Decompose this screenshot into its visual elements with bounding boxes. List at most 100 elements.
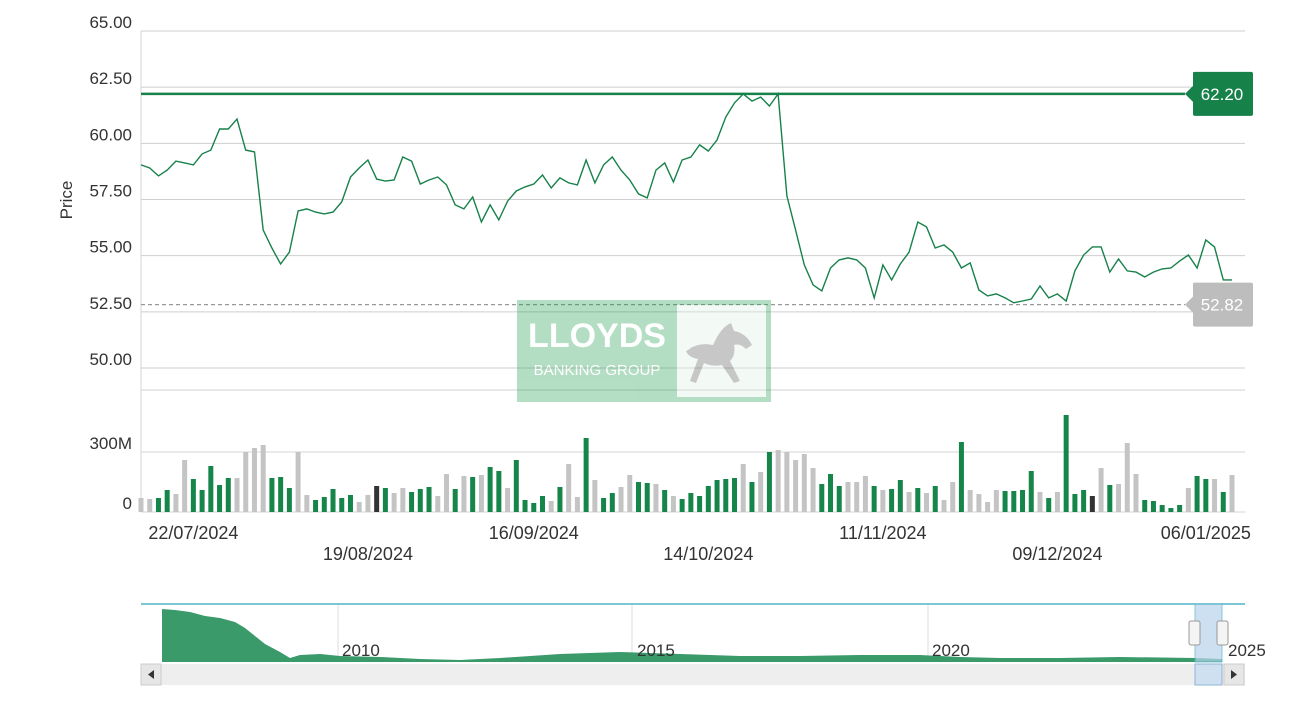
volume-bar — [1046, 498, 1052, 512]
volume-bar — [985, 502, 991, 512]
volume-bar — [339, 498, 345, 512]
navigator-label: 2010 — [342, 641, 380, 660]
volume-bar — [1020, 490, 1026, 512]
volume-bar — [1072, 494, 1078, 512]
volume-bar — [164, 490, 170, 512]
volume-bar — [539, 496, 545, 512]
volume-bar — [461, 476, 467, 512]
volume-bar — [714, 480, 720, 512]
x-tick-label: 09/12/2024 — [1012, 544, 1102, 564]
y-tick-label: 52.50 — [89, 294, 132, 313]
navigator-label: 2020 — [932, 641, 970, 660]
volume-bar — [304, 495, 310, 512]
volume-bar — [1142, 500, 1148, 512]
volume-bar — [740, 464, 746, 512]
volume-bar — [505, 488, 511, 512]
volume-bar — [147, 499, 153, 512]
volume-bar — [976, 494, 982, 512]
volume-bar — [871, 486, 877, 512]
volume-bar — [1133, 474, 1139, 512]
volume-bar — [566, 464, 572, 512]
volume-bar — [1011, 491, 1017, 512]
watermark-subtitle: BANKING GROUP — [534, 362, 661, 379]
y-tick-label: 65.00 — [89, 13, 132, 32]
volume-bar — [653, 484, 659, 512]
volume-bar — [260, 445, 266, 512]
volume-bar — [1177, 505, 1183, 512]
scrollbar-thumb[interactable] — [1194, 663, 1223, 686]
volume-bar — [1107, 485, 1113, 512]
volume-bar — [1168, 508, 1174, 512]
volume-bar — [574, 497, 580, 512]
volume-bar — [278, 477, 284, 512]
volume-bar — [618, 487, 624, 512]
volume-bar — [583, 438, 589, 512]
volume-bar — [199, 490, 205, 512]
volume-bar — [513, 460, 519, 512]
volume-bar — [705, 486, 711, 512]
navigator-area — [162, 609, 1222, 662]
volume-bar — [941, 500, 947, 512]
volume-bar — [1081, 490, 1087, 512]
reference-label: 52.82 — [1201, 296, 1244, 315]
volume-bar — [487, 467, 493, 512]
volume-bar — [1212, 479, 1218, 512]
volume-bar — [321, 497, 327, 512]
arrow-icon — [1231, 670, 1237, 679]
volume-bar — [1098, 468, 1104, 512]
volume-bar — [854, 482, 860, 512]
volume-bar — [915, 488, 921, 512]
volume-bar — [1124, 443, 1130, 512]
volume-bar — [801, 454, 807, 512]
volume-bar — [635, 482, 641, 512]
volume-bar — [819, 484, 825, 512]
volume-bar — [775, 450, 781, 512]
volume-bar — [967, 490, 973, 512]
navigator-handle[interactable] — [1216, 620, 1229, 646]
volume-bar — [766, 452, 772, 512]
arrow-icon — [148, 670, 154, 679]
volume-bar — [828, 474, 834, 512]
scrollbar-track[interactable] — [141, 664, 1245, 685]
x-tick-label: 16/09/2024 — [489, 523, 579, 543]
volume-bar — [993, 490, 999, 512]
volume-bar — [688, 493, 694, 512]
volume-bar — [548, 501, 554, 512]
y-tick-label: 57.50 — [89, 182, 132, 201]
volume-bar — [347, 495, 353, 512]
volume-bar — [601, 498, 607, 512]
x-tick-label: 14/10/2024 — [663, 544, 753, 564]
volume-bar — [924, 493, 930, 512]
volume-bar — [295, 452, 301, 512]
volume-bar — [182, 460, 188, 512]
volume-bar — [391, 493, 397, 512]
volume-bar — [732, 478, 738, 512]
volume-bar — [836, 486, 842, 512]
volume-bar — [784, 452, 790, 512]
volume-bar — [1229, 475, 1235, 512]
reference-label-box — [1185, 282, 1253, 327]
volume-bar — [1054, 492, 1060, 512]
volume-bar — [697, 496, 703, 512]
volume-bar — [1116, 484, 1122, 512]
y-axis-title: Price — [57, 181, 76, 220]
volume-bar — [1028, 471, 1034, 512]
volume-bar — [435, 496, 441, 512]
plot — [138, 30, 1245, 513]
volume-bar — [208, 466, 214, 512]
volume-bar — [1150, 501, 1156, 512]
y-tick-label: 0 — [123, 494, 132, 513]
x-tick-label: 06/01/2025 — [1161, 523, 1251, 543]
x-tick-label: 19/08/2024 — [323, 544, 413, 564]
volume-bar — [1220, 492, 1226, 512]
volume-bar — [478, 475, 484, 512]
y-tick-label: 60.00 — [89, 125, 132, 144]
navigator-handle[interactable] — [1188, 620, 1201, 646]
volume-bar — [374, 486, 380, 512]
volume-bar — [810, 468, 816, 512]
y-tick-label: 55.00 — [89, 238, 132, 257]
reference-label-box — [1185, 71, 1253, 116]
volume-bar — [1063, 415, 1069, 512]
